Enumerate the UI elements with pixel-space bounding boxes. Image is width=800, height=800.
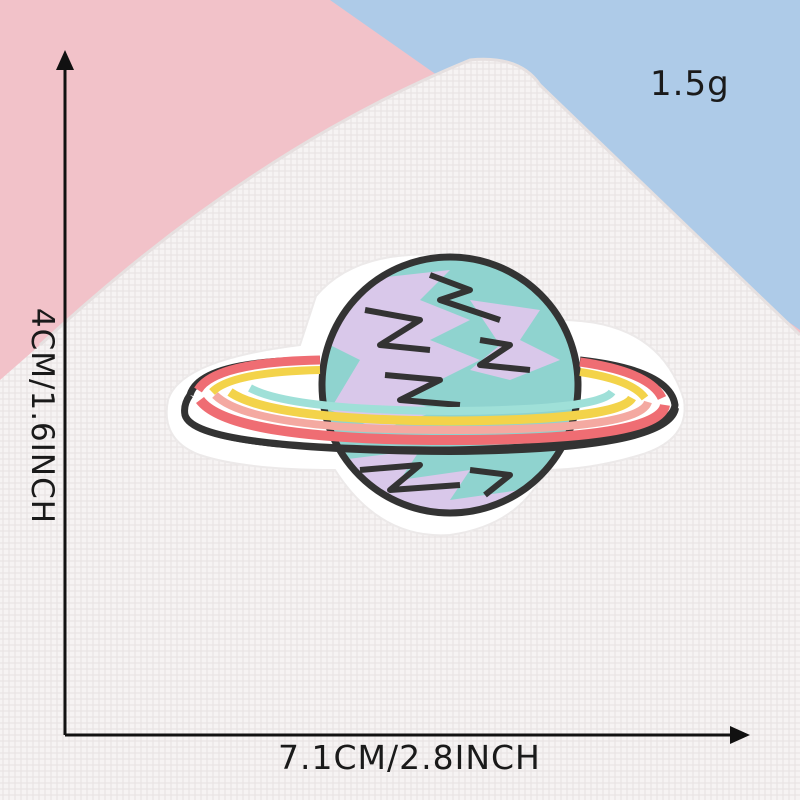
width-label: 7.1CM/2.8INCH (278, 738, 541, 777)
height-label: 4CM/1.6INCH (24, 307, 60, 525)
planet-patch (165, 253, 686, 537)
width-dimension-arrow (65, 726, 750, 744)
height-dimension-arrow (56, 50, 74, 735)
weight-label: 1.5g (650, 64, 730, 104)
rainbow-ring (181, 355, 679, 456)
